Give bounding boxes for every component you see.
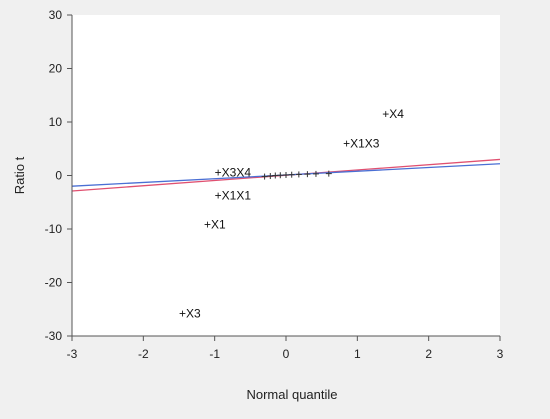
x-tick-label: 1	[354, 347, 361, 361]
y-tick-label: 10	[49, 115, 63, 129]
point-label: +X1X3	[343, 136, 380, 150]
y-tick-label: 30	[49, 8, 63, 22]
x-tick-label: -3	[67, 347, 78, 361]
data-point	[325, 170, 332, 177]
data-point	[295, 171, 302, 178]
data-point	[267, 173, 274, 180]
y-axis-title: Ratio t	[12, 156, 27, 194]
data-point	[304, 171, 311, 178]
data-point	[312, 170, 319, 177]
point-label: +X4	[382, 107, 404, 121]
x-axis-title: Normal quantile	[246, 387, 337, 402]
y-tick-label: -10	[45, 222, 63, 236]
point-label: +X1X1	[215, 188, 252, 202]
point-label: +X3X4	[215, 165, 252, 179]
y-tick-label: -30	[45, 329, 63, 343]
data-points: +X4 +X1X3 +X3X4 +X1X1 +X1 +X3	[179, 107, 404, 321]
x-tick-label: -2	[138, 347, 149, 361]
data-point	[283, 171, 289, 178]
x-tick-label: 0	[283, 347, 290, 361]
data-point	[261, 173, 268, 180]
x-tick-label: -1	[209, 347, 220, 361]
x-tick-label: 3	[497, 347, 504, 361]
y-tick-label: 20	[49, 62, 63, 76]
y-tick-label: -20	[45, 276, 63, 290]
x-tick-label: 2	[425, 347, 432, 361]
data-point	[288, 171, 295, 178]
data-point	[277, 172, 284, 179]
point-label: +X1	[204, 218, 226, 232]
y-tick-label: 0	[55, 169, 62, 183]
point-label: +X3	[179, 307, 201, 321]
